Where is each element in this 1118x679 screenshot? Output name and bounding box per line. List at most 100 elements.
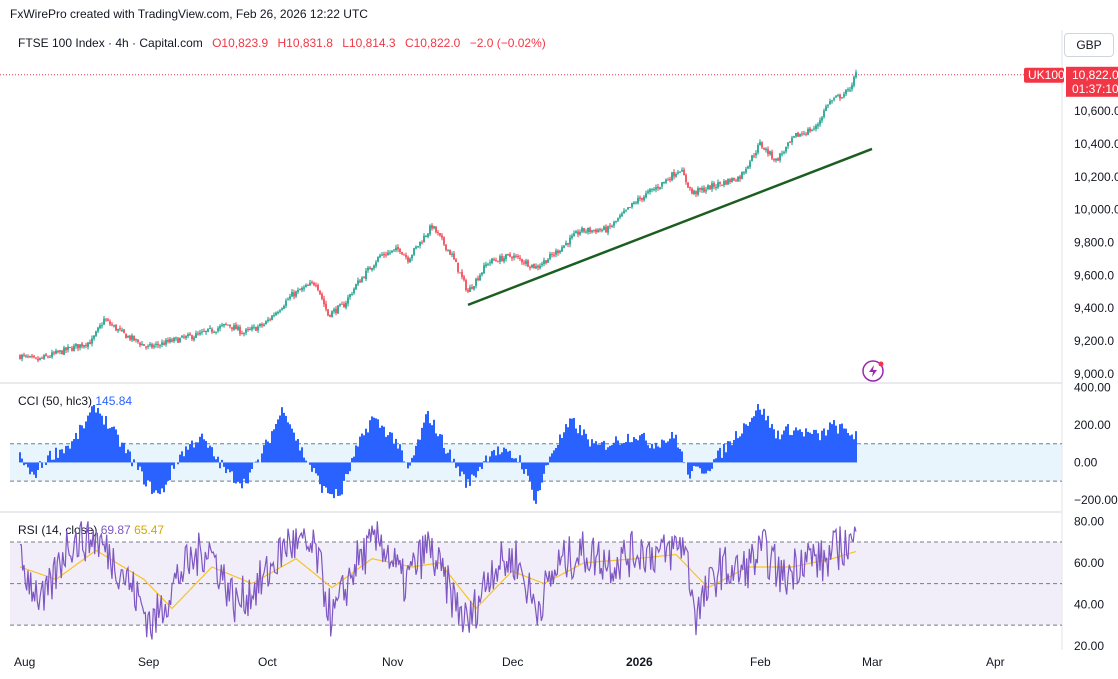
candle xyxy=(739,176,741,180)
cci-bar xyxy=(817,433,819,463)
price-tag: UK100 10,822.001:37:10 xyxy=(1024,66,1118,97)
cci-bar xyxy=(31,462,33,472)
candle xyxy=(203,330,205,332)
cci-bar xyxy=(689,462,691,479)
candle xyxy=(225,324,227,326)
cci-bar xyxy=(285,415,287,463)
candle xyxy=(261,323,263,326)
cci-bar xyxy=(733,439,735,463)
candle xyxy=(419,241,421,246)
candle xyxy=(689,186,691,189)
cci-bar xyxy=(399,444,401,463)
cci-bar xyxy=(767,415,769,463)
cci-bar xyxy=(481,462,483,470)
cci-bar xyxy=(591,439,593,463)
time-axis: Aug Sep Oct Nov Dec 2026 Feb Mar Apr xyxy=(14,655,1005,669)
cci-bar xyxy=(757,404,759,463)
price-tick-label: 9,800.0 xyxy=(1074,236,1114,250)
cci-bar xyxy=(209,445,211,463)
candle xyxy=(271,315,273,320)
cci-pane xyxy=(10,404,1062,504)
candle xyxy=(69,346,71,348)
candle xyxy=(417,245,419,248)
cci-bar xyxy=(337,462,339,496)
candle xyxy=(345,302,347,308)
cci-bar xyxy=(305,460,307,463)
cci-bar xyxy=(139,462,141,467)
cci-bar xyxy=(261,453,263,463)
cci-bar xyxy=(37,462,39,471)
candle xyxy=(721,184,723,186)
cci-bar xyxy=(241,462,243,489)
cci-bar xyxy=(169,462,171,481)
cci-bar xyxy=(649,448,651,463)
candle xyxy=(187,334,189,336)
cci-bar xyxy=(485,455,487,463)
candle xyxy=(423,235,425,243)
candle xyxy=(447,249,449,251)
candle xyxy=(509,254,511,257)
candle xyxy=(487,263,489,265)
cci-bar xyxy=(469,462,471,486)
cci-bar xyxy=(519,455,521,463)
candle xyxy=(265,321,267,325)
cci-bar xyxy=(695,462,697,467)
candle xyxy=(355,284,357,290)
candle xyxy=(407,257,409,262)
candle xyxy=(205,330,207,333)
cci-bar xyxy=(513,458,515,463)
cci-bar xyxy=(789,434,791,463)
candle xyxy=(321,293,323,299)
candle xyxy=(97,327,99,332)
cci-bar xyxy=(425,414,427,463)
cci-bar xyxy=(793,430,795,463)
cci-bar xyxy=(61,449,63,463)
cci-bar xyxy=(571,418,573,463)
flash-icon[interactable] xyxy=(862,360,884,382)
cci-legend: CCI (50, hlc3) 145.84 xyxy=(18,394,132,408)
candle xyxy=(451,253,453,255)
cci-bar xyxy=(71,441,73,463)
cci-bar xyxy=(795,427,797,463)
candle xyxy=(661,182,663,187)
cci-bar xyxy=(557,444,559,463)
candle xyxy=(453,253,455,260)
candle xyxy=(499,256,501,262)
price-tick-label: 9,400.0 xyxy=(1074,301,1114,315)
cci-bar xyxy=(741,433,743,463)
symbol-title[interactable]: FTSE 100 Index · 4h · Capital.com xyxy=(18,36,203,50)
rsi-tick-label: 80.00 xyxy=(1074,514,1104,528)
candle xyxy=(149,343,151,346)
cci-bar xyxy=(489,456,491,463)
cci-bar xyxy=(417,439,419,463)
cci-bar xyxy=(197,442,199,463)
cci-bar xyxy=(625,441,627,463)
cci-bar xyxy=(413,455,415,463)
candle xyxy=(251,327,253,330)
cci-label[interactable]: CCI (50, hlc3) xyxy=(18,394,93,408)
cci-bar xyxy=(657,446,659,463)
cci-bar xyxy=(461,462,463,472)
candle xyxy=(227,324,229,326)
candle xyxy=(567,243,569,245)
ticker-tag-text: UK100 xyxy=(1028,68,1065,82)
candle xyxy=(329,314,331,317)
cci-bar xyxy=(153,462,155,493)
currency-button[interactable]: GBP xyxy=(1064,33,1114,57)
trendline[interactable] xyxy=(467,147,873,307)
candle xyxy=(795,132,797,137)
candle xyxy=(105,319,107,321)
candle xyxy=(21,354,23,359)
candle xyxy=(679,171,681,173)
candle xyxy=(381,254,383,256)
candle xyxy=(377,256,379,262)
cci-bar xyxy=(575,428,577,463)
rsi-label[interactable]: RSI (14, close) xyxy=(18,523,98,537)
candle xyxy=(757,145,759,153)
cci-bar xyxy=(119,446,121,463)
cci-bar xyxy=(351,457,353,463)
cci-bar xyxy=(125,453,127,463)
cci-bar xyxy=(123,442,125,463)
cci-bar xyxy=(67,445,69,463)
